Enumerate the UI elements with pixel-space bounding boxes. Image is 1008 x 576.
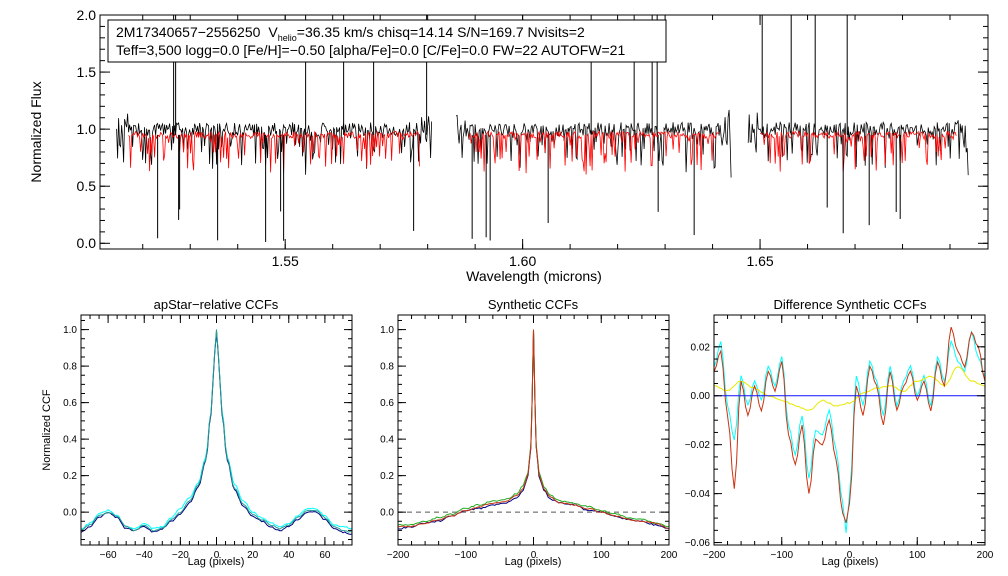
x-tick-label: 60 [319,550,331,561]
header-vhelio-symbol: V [268,24,278,40]
ccf1-xlabel: Lag (pixels) [188,556,245,568]
header-line-2: Teff=3,500 logg=0.0 [Fe/H]=−0.50 [alpha/… [116,42,625,58]
y-tick-label: 1.0 [63,325,77,336]
ccf2-title: Synthetic CCFs [488,297,579,312]
observed-spectrum-line [116,109,969,178]
series-line-visit-2 [714,366,985,411]
x-tick-label: −200 [387,550,410,561]
series-line-combined [398,329,669,530]
x-tick-label: 100 [909,550,926,561]
spectrum-ticks: 1.55 1.60 1.65 0.0 0.5 1.0 1.5 2.0 [77,7,988,269]
series-line-combined [81,329,352,533]
ccf1-title: apStar−relative CCFs [154,297,279,312]
y-tick-label: 0.8 [380,362,394,373]
header-vhelio-subscript: helio [278,33,297,43]
ccf1-ticks: −60 −40 −20 0 20 40 60 0.0 0.2 0.4 0.6 0.8 1.0 [63,315,353,561]
y-tick-label: 0.2 [63,471,77,482]
x-tick-label: −40 [136,550,153,561]
series-line-visit-2 [398,329,669,528]
series-layer [81,329,352,535]
y-tick-label: 0.5 [77,178,97,194]
x-tick-label: 200 [661,550,678,561]
ccf3-panel: −200 −100 0 100 200 −0.06 −0.04 −0.02 0.00 0.02 D… [685,297,994,568]
x-tick-label: 200 [977,550,994,561]
series-layer [714,326,985,533]
x-tick-label: 100 [593,550,610,561]
y-tick-label: 2.0 [77,7,97,23]
ccf2-data-layer [398,329,669,530]
header-box [107,19,667,63]
y-tick-label: 0.0 [380,508,394,519]
x-tick-label: 0 [531,550,537,561]
spectrum-panel: 1.55 1.60 1.65 0.0 0.5 1.0 1.5 2.0 2M17340657−2… [28,7,989,284]
y-tick-label: 0.0 [63,508,77,519]
header-star-id: 2M17340657−2556250 [116,24,261,40]
ccf2-ticks: −200 −100 0 100 200 0.0 0.2 0.4 0.6 0.8 1.0 [380,315,678,561]
y-tick-label: −0.02 [685,440,711,451]
y-tick-label: 0.4 [63,435,77,446]
spectrum-plot-frame [99,14,989,250]
ccf3-plot-frame [713,314,986,546]
x-tick-label: 0 [847,550,853,561]
spectrum-xlabel: Wavelength (microns) [466,268,602,284]
ccf1-ylabel: Normalized CCF [41,389,53,471]
spectrum-series-layer [116,15,969,242]
x-tick-label: 40 [283,550,295,561]
y-tick-label: 0.2 [380,471,394,482]
y-tick-label: 1.0 [77,121,97,137]
x-tick-label: −100 [770,550,793,561]
x-tick-label: −200 [703,550,726,561]
y-tick-label: 0.6 [380,398,394,409]
series-line-visit-1 [398,329,669,530]
y-tick-label: 0.02 [691,342,711,353]
ccf3-ticks: −200 −100 0 100 200 −0.06 −0.04 −0.02 0.00 0.02 [685,315,994,561]
x-tick-label: −100 [454,550,477,561]
series-line-visit-1 [81,333,352,530]
header-line-1: 2M17340657−2556250 Vhelio=36.35 km/s chis… [116,24,585,43]
x-tick-label: 1.55 [272,253,299,269]
series-layer [398,329,669,530]
series-line-visit-2 [81,331,352,535]
y-tick-label: 0.6 [63,398,77,409]
x-tick-label: 1.60 [509,253,536,269]
x-tick-label: −60 [100,550,117,561]
model-spectrum-line [128,129,957,175]
series-line-combined [714,326,985,523]
y-tick-label: −0.04 [685,489,711,500]
y-tick-label: −0.06 [685,538,711,549]
ccf2-xlabel: Lag (pixels) [505,556,562,568]
ccf1-data-layer [81,329,352,535]
y-tick-label: 1.0 [380,325,394,336]
y-tick-label: 1.5 [77,64,97,80]
ccf3-title: Difference Synthetic CCFs [774,297,927,312]
x-tick-label: 0 [214,550,220,561]
ccf3-data-layer [714,326,985,533]
y-tick-label: 0.00 [691,391,711,402]
y-tick-label: 0.8 [63,362,77,373]
ccf3-xlabel: Lag (pixels) [822,556,879,568]
x-tick-label: −20 [172,550,189,561]
ccf1-panel: −60 −40 −20 0 20 40 60 0.0 0.2 0.4 0.6 0.8 1.0 apSta… [41,297,353,568]
x-tick-label: 1.65 [746,253,773,269]
header-stats: =36.35 km/s chisq=14.14 S/N=169.7 Nvisit… [297,24,585,40]
spectrum-data-layer [116,15,969,242]
x-tick-label: 20 [247,550,259,561]
y-tick-label: 0.0 [77,235,97,251]
y-tick-label: 0.4 [380,435,394,446]
spectrum-ylabel: Normalized Flux [28,81,44,182]
ccf2-panel: −200 −100 0 100 200 0.0 0.2 0.4 0.6 0.8 1.0 Synthe… [380,297,678,568]
